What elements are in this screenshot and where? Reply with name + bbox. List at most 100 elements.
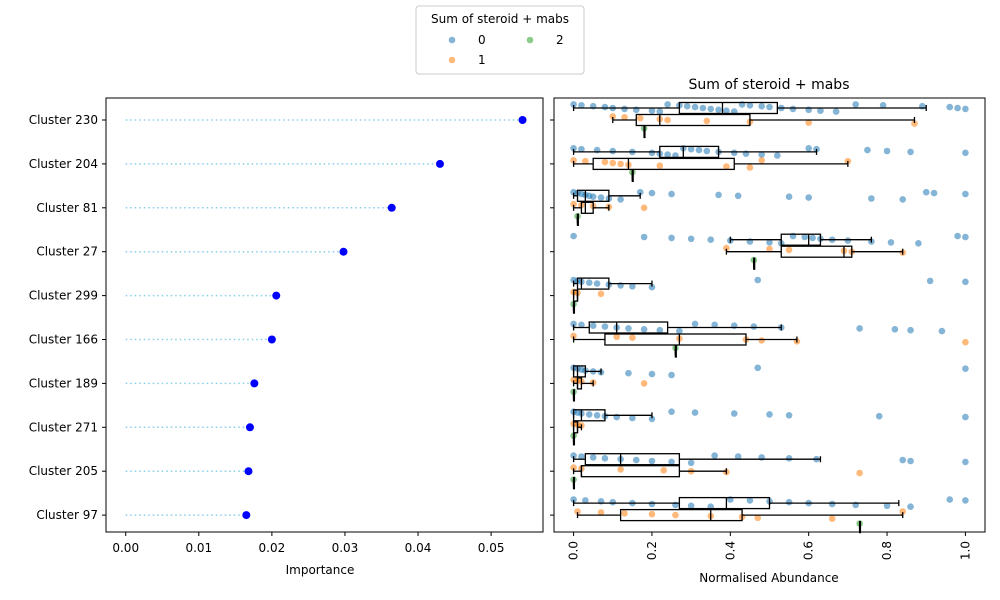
strip-point: [962, 338, 969, 346]
y-tick-label: Cluster 271: [29, 420, 98, 434]
strip-point: [613, 333, 620, 341]
strip-point: [758, 337, 765, 344]
strip-point: [774, 152, 781, 159]
strip-point: [625, 325, 632, 332]
strip-point: [962, 190, 969, 198]
strip-point: [578, 145, 585, 153]
box-iqr: [678, 496, 771, 510]
strip-point: [664, 151, 671, 158]
strip-point: [695, 146, 703, 154]
legend-marker: [448, 36, 456, 44]
strip-point: [946, 103, 954, 111]
strip-point: [856, 325, 863, 332]
abundance-y-ticks: [550, 119, 554, 516]
box-iqr: [780, 233, 822, 246]
strip-point: [766, 411, 773, 418]
strip-point: [621, 114, 628, 121]
strip-point: [672, 511, 679, 519]
y-tick-label: Cluster 27: [36, 245, 98, 259]
box-iqr: [576, 189, 610, 202]
strip-point: [758, 102, 765, 110]
strip-point: [601, 323, 609, 330]
strip-point: [683, 102, 691, 110]
strip-point: [938, 327, 946, 335]
strip-point: [907, 148, 914, 156]
y-tick-label: Cluster 299: [29, 289, 98, 303]
importance-y-ticks: Cluster 230 Cluster 204 Cluster 81 Cluster …: [29, 113, 106, 522]
strip-point: [640, 233, 648, 241]
legend-title: Sum of steroid + mabs: [431, 12, 569, 26]
strip-point: [730, 410, 738, 417]
strip-point: [656, 162, 664, 169]
strip-point: [801, 233, 809, 241]
strip-point: [570, 320, 577, 328]
strip-point: [758, 151, 765, 158]
box-iqr: [659, 145, 720, 159]
strip-point: [962, 458, 969, 466]
strip-point: [570, 452, 577, 459]
importance-axes-frame: [105, 97, 544, 533]
strip-point: [648, 457, 656, 465]
importance-marker: [245, 423, 254, 432]
importance-marker: [272, 291, 281, 300]
strip-point: [785, 498, 793, 506]
strip-point: [668, 234, 675, 242]
strip-point: [597, 509, 605, 516]
strip-point: [691, 103, 699, 111]
box-iqr: [572, 409, 606, 422]
legend-label: 1: [478, 53, 486, 67]
strip-point: [766, 239, 773, 246]
abundance-panel-title: Sum of steroid + mabs: [688, 77, 849, 93]
strip-point: [668, 458, 675, 466]
strip-point: [656, 326, 664, 334]
strip-point: [625, 369, 632, 377]
importance-stems: [125, 119, 523, 516]
strip-point: [687, 502, 695, 510]
strip-point: [676, 327, 683, 335]
legend-entries: 0 1 2: [448, 33, 564, 67]
y-tick-label: Cluster 166: [29, 333, 98, 347]
strip-point: [570, 145, 577, 152]
strip-point: [582, 497, 589, 504]
strip-point: [746, 164, 754, 171]
x-tick-label: 0.8: [880, 541, 894, 560]
box-iqr: [635, 113, 751, 127]
strip-point: [668, 190, 675, 198]
importance-markers: [242, 116, 527, 520]
x-tick-label: 0.6: [802, 541, 816, 560]
y-tick-label: Cluster 189: [29, 376, 98, 390]
strip-point: [754, 276, 762, 284]
box-iqr: [576, 277, 610, 290]
strip-point: [582, 157, 589, 165]
importance-x-axis-label: Importance: [286, 563, 355, 577]
strip-point: [699, 104, 707, 112]
importance-marker: [435, 159, 444, 168]
strip-point: [668, 408, 675, 416]
strip-point: [648, 107, 656, 114]
strip-point: [636, 188, 644, 196]
strip-point: [875, 412, 883, 420]
strip-point: [640, 204, 648, 212]
strip-point: [664, 101, 671, 108]
strip-point: [832, 108, 840, 115]
strip-point: [570, 232, 577, 240]
strip-point: [570, 496, 577, 503]
strip-point: [648, 370, 656, 378]
strip-point: [703, 147, 711, 155]
box-iqr: [619, 508, 743, 522]
strip-point: [930, 189, 938, 197]
strip-point: [922, 188, 930, 196]
strip-point: [911, 120, 918, 127]
strip-point: [707, 236, 715, 243]
strip-point: [589, 322, 597, 330]
legend-label: 2: [556, 33, 564, 47]
strip-point: [915, 240, 922, 247]
strip-point: [789, 105, 797, 113]
importance-marker: [244, 467, 253, 476]
strip-point: [828, 500, 836, 508]
strip-point: [954, 232, 961, 240]
strip-point: [578, 102, 585, 109]
strip-point: [617, 196, 624, 203]
strip-point: [962, 233, 969, 241]
strip-point: [852, 101, 859, 108]
